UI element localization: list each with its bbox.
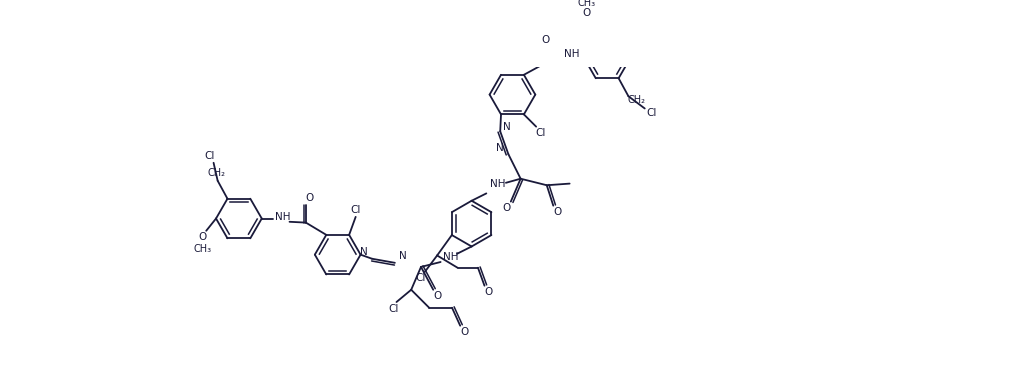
Text: O: O [582,8,591,18]
Text: Cl: Cl [535,128,545,138]
Text: NH: NH [275,212,291,222]
Text: Cl: Cl [646,108,657,118]
Text: O: O [460,327,468,337]
Text: O: O [542,35,551,45]
Text: N: N [503,122,510,132]
Text: O: O [502,203,510,213]
Text: CH₃: CH₃ [193,244,211,254]
Text: Cl: Cl [416,273,426,283]
Text: NH: NH [564,49,579,60]
Text: O: O [433,291,441,301]
Text: CH₂: CH₂ [628,95,645,105]
Text: Cl: Cl [388,304,398,314]
Text: O: O [306,193,314,203]
Text: O: O [198,232,206,242]
Text: N: N [399,251,406,261]
Text: Cl: Cl [351,205,361,215]
Text: CH₃: CH₃ [577,0,596,8]
Text: O: O [485,287,493,297]
Text: O: O [554,207,562,217]
Text: Cl: Cl [205,151,215,161]
Text: NH: NH [490,179,505,189]
Text: CH₂: CH₂ [207,169,225,179]
Text: NH: NH [442,252,458,262]
Text: N: N [360,247,367,257]
Text: N: N [496,143,504,153]
